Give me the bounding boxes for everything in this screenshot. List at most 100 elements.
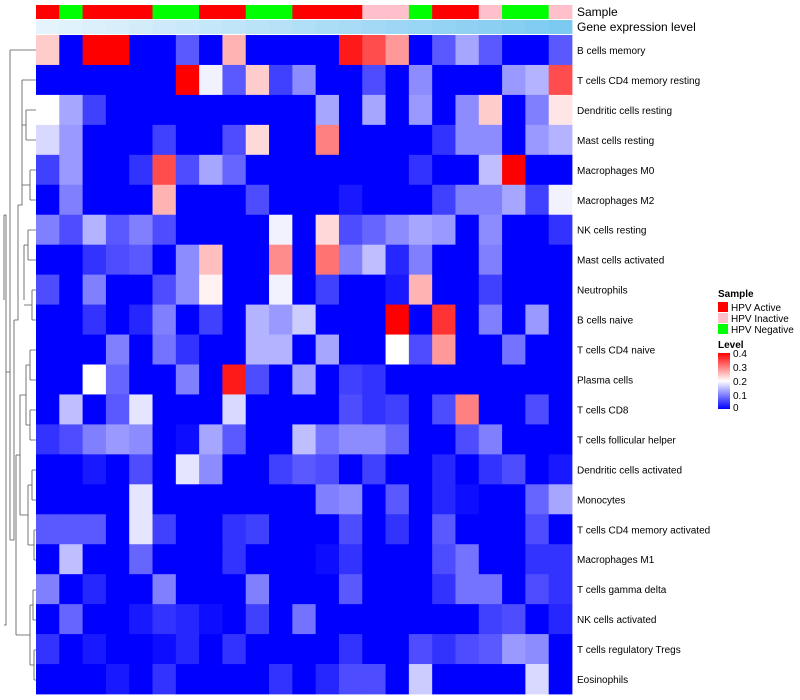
heatmap-cell bbox=[315, 35, 340, 66]
sample-annotation-cell bbox=[269, 5, 293, 19]
heatmap-cell bbox=[338, 124, 363, 156]
heatmap-cell bbox=[315, 514, 340, 545]
heatmap-cell bbox=[362, 424, 386, 455]
row-label: T cells CD4 naive bbox=[577, 346, 656, 357]
heatmap-cell bbox=[59, 364, 83, 395]
heatmap-cell bbox=[432, 64, 456, 96]
heatmap-cell bbox=[36, 154, 60, 186]
heatmap-cell bbox=[36, 94, 60, 126]
heatmap-cell bbox=[129, 184, 153, 216]
heatmap-cell bbox=[548, 35, 573, 66]
heatmap-cell bbox=[455, 244, 480, 276]
heatmap-cell bbox=[152, 424, 177, 455]
sample-annotation-cell bbox=[245, 5, 270, 19]
legend-label-hpv-negative: HPV Negative bbox=[731, 325, 794, 336]
heatmap-cell bbox=[269, 304, 293, 335]
expression-annotation-cell bbox=[432, 20, 456, 34]
heatmap-cell bbox=[525, 244, 550, 276]
heatmap-cell bbox=[269, 184, 293, 216]
heatmap-cell bbox=[82, 304, 107, 335]
heatmap-cell bbox=[82, 244, 107, 276]
heatmap-cell bbox=[82, 454, 107, 485]
heatmap-cell bbox=[105, 184, 130, 216]
heatmap-cell bbox=[455, 124, 480, 156]
heatmap-cell bbox=[222, 154, 247, 186]
heatmap-cell bbox=[338, 424, 363, 455]
row-label: T cells CD4 memory activated bbox=[577, 525, 710, 536]
legend-swatch-hpv-active bbox=[718, 302, 728, 312]
expression-annotation-cell bbox=[292, 20, 317, 34]
heatmap-cell bbox=[175, 94, 200, 126]
heatmap-cell bbox=[292, 364, 317, 395]
heatmap-cell bbox=[199, 244, 223, 276]
heatmap-cell bbox=[36, 424, 60, 455]
heatmap-cell bbox=[222, 184, 247, 216]
heatmap-cell bbox=[548, 64, 573, 96]
heatmap-cell bbox=[385, 274, 410, 305]
heatmap-cell bbox=[315, 274, 340, 305]
heatmap-cell bbox=[408, 454, 433, 485]
heatmap-cell bbox=[478, 304, 503, 335]
heatmap-cell bbox=[59, 274, 83, 305]
heatmap-cell bbox=[175, 364, 200, 395]
heatmap-cell bbox=[82, 334, 107, 365]
heatmap-cell bbox=[36, 274, 60, 305]
heatmap-cell bbox=[525, 394, 550, 425]
heatmap-cell bbox=[385, 634, 410, 665]
heatmap-cell bbox=[408, 484, 433, 515]
heatmap-cell bbox=[455, 64, 480, 96]
heatmap-cell bbox=[548, 334, 573, 365]
heatmap-cell bbox=[338, 544, 363, 575]
heatmap-cell bbox=[502, 64, 526, 96]
heatmap-cell bbox=[129, 214, 153, 246]
heatmap-cell bbox=[455, 484, 480, 515]
heatmap-cell bbox=[362, 664, 386, 695]
heatmap-cell bbox=[408, 274, 433, 305]
heatmap-cell bbox=[175, 424, 200, 455]
heatmap-cell bbox=[269, 274, 293, 305]
heatmap-cell bbox=[478, 154, 503, 186]
expression-annotation-cell bbox=[152, 20, 177, 34]
heatmap-cell bbox=[362, 484, 386, 515]
heatmap-cell bbox=[222, 514, 247, 545]
heatmap-cell bbox=[129, 94, 153, 126]
row-label: Plasma cells bbox=[577, 375, 633, 386]
sample-annotation-cell bbox=[292, 5, 317, 19]
heatmap-cell bbox=[548, 274, 573, 305]
heatmap-cell bbox=[525, 94, 550, 126]
heatmap-cell bbox=[455, 424, 480, 455]
heatmap-cell bbox=[478, 364, 503, 395]
heatmap-cell bbox=[315, 454, 340, 485]
heatmap-cell bbox=[292, 244, 317, 276]
heatmap-cell bbox=[245, 544, 270, 575]
heatmap-cell bbox=[548, 454, 573, 485]
sample-annotation-title: Sample bbox=[577, 5, 618, 19]
heatmap-cell bbox=[59, 94, 83, 126]
heatmap-cell bbox=[338, 574, 363, 605]
heatmap-cell bbox=[105, 94, 130, 126]
heatmap-cell bbox=[199, 124, 223, 156]
expression-annotation-cell bbox=[199, 20, 223, 34]
heatmap-cell bbox=[502, 484, 526, 515]
heatmap-cell bbox=[362, 514, 386, 545]
heatmap-cell bbox=[199, 214, 223, 246]
expression-annotation-cell bbox=[338, 20, 363, 34]
heatmap-cell bbox=[36, 544, 60, 575]
legend-label-hpv-inactive: HPV Inactive bbox=[731, 314, 789, 325]
heatmap-cell bbox=[36, 184, 60, 216]
heatmap-cell bbox=[36, 664, 60, 695]
sample-annotation-cell bbox=[222, 5, 247, 19]
heatmap-cell bbox=[315, 604, 340, 635]
heatmap-cell bbox=[362, 574, 386, 605]
heatmap-cell bbox=[548, 364, 573, 395]
expression-annotation-title: Gene expression level bbox=[577, 20, 696, 34]
heatmap-cell bbox=[315, 214, 340, 246]
legend-label-hpv-active: HPV Active bbox=[731, 303, 781, 314]
heatmap-cell bbox=[408, 304, 433, 335]
heatmap-cell bbox=[292, 334, 317, 365]
heatmap-cell bbox=[152, 604, 177, 635]
heatmap-cell bbox=[385, 124, 410, 156]
heatmap-cell bbox=[105, 514, 130, 545]
heatmap-cell bbox=[59, 304, 83, 335]
heatmap-cell bbox=[175, 574, 200, 605]
